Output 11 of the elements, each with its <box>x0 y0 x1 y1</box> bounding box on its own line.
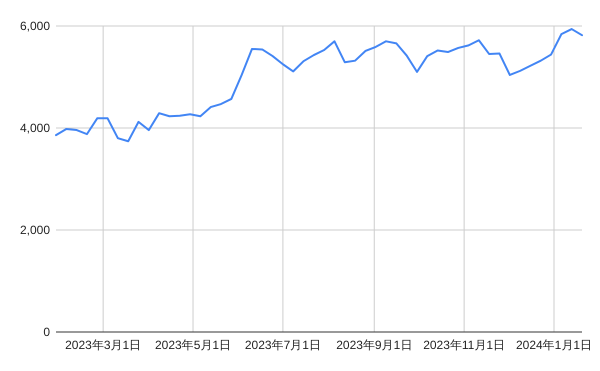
x-tick-label: 2024年1月1日 <box>516 338 592 352</box>
y-tick-label: 0 <box>43 325 50 339</box>
x-tick-label: 2023年9月1日 <box>336 338 412 352</box>
x-tick-label: 2023年11月1日 <box>423 338 506 352</box>
y-tick-label: 6,000 <box>20 19 50 33</box>
x-tick-label: 2023年7月1日 <box>244 338 321 352</box>
line-series <box>55 28 583 142</box>
y-tick-label: 4,000 <box>20 121 50 135</box>
y-tick-label: 2,000 <box>20 223 50 237</box>
x-tick-label: 2023年3月1日 <box>65 338 142 352</box>
x-tick-label: 2023年5月1日 <box>155 338 232 352</box>
